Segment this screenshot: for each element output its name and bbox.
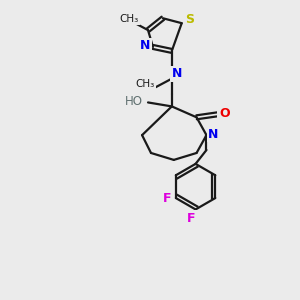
- Text: N: N: [208, 128, 219, 141]
- Text: F: F: [188, 212, 196, 225]
- Text: CH₃: CH₃: [135, 79, 155, 88]
- Text: S: S: [185, 13, 194, 26]
- Text: N: N: [172, 67, 182, 80]
- Text: HO: HO: [125, 95, 143, 108]
- Text: CH₃: CH₃: [120, 14, 139, 24]
- Text: F: F: [163, 192, 171, 205]
- Text: O: O: [219, 107, 230, 120]
- Text: N: N: [140, 40, 150, 52]
